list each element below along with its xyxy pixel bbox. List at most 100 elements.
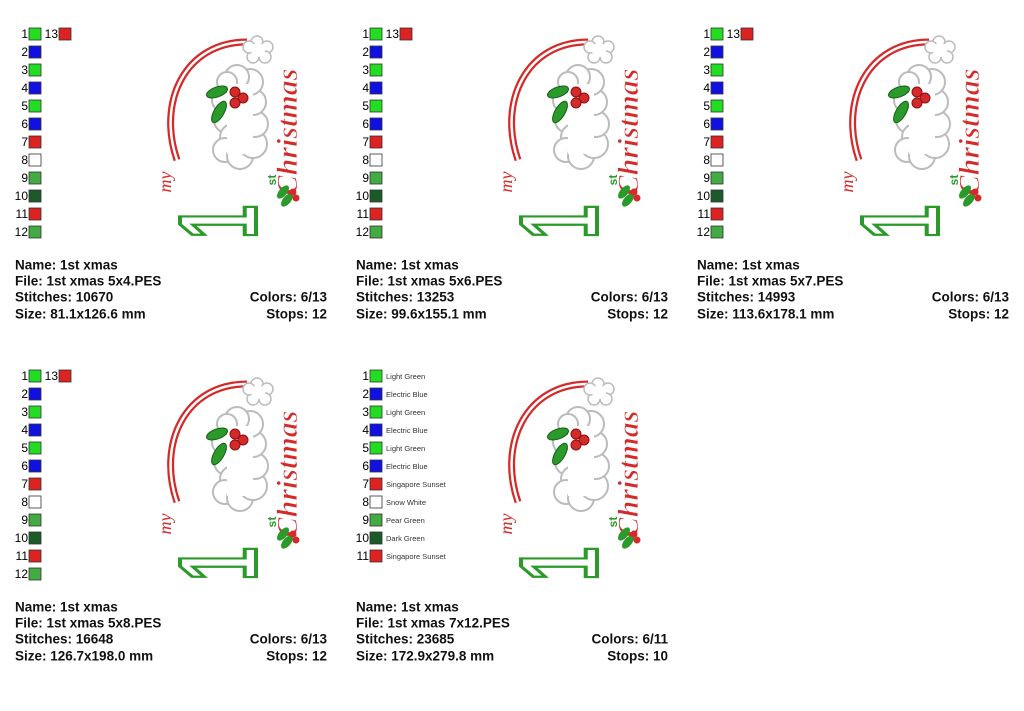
color-swatch xyxy=(710,171,724,185)
swatch-label: Dark Green xyxy=(386,534,425,543)
holly-leaf xyxy=(552,442,568,466)
color-swatch xyxy=(369,63,383,77)
design-st: st xyxy=(947,175,961,186)
color-swatch xyxy=(369,387,383,401)
swatch-number: 11 xyxy=(16,207,29,221)
holly-leaf xyxy=(622,535,634,549)
holly-leaf xyxy=(618,527,630,541)
swatch-number: 8 xyxy=(362,153,369,167)
swatch-number: 7 xyxy=(362,477,369,491)
color-swatch xyxy=(28,171,42,185)
swatch-number: 11 xyxy=(357,207,370,221)
holly-leaf xyxy=(211,100,227,124)
swatch-number: 9 xyxy=(362,171,369,185)
holly-leaf xyxy=(893,100,909,124)
design-colors: Colors: 6/13 xyxy=(250,632,328,647)
design-colors: Colors: 6/13 xyxy=(250,290,328,305)
swatch-number: 5 xyxy=(362,441,369,455)
design-christmas: Christmas xyxy=(953,69,986,196)
color-swatch xyxy=(369,549,383,563)
color-swatch xyxy=(369,369,383,383)
design-stitches: Stitches: 16648 xyxy=(15,632,114,647)
design-stitches: Stitches: 14993 xyxy=(697,290,796,305)
color-swatch xyxy=(28,117,42,131)
design-stops: Stops: 12 xyxy=(607,307,668,322)
design-st: st xyxy=(606,175,620,186)
color-swatch xyxy=(710,63,724,77)
swatch-label: Electric Blue xyxy=(386,426,428,435)
swatch-number: 4 xyxy=(362,423,369,437)
holly-berry xyxy=(229,97,241,109)
embroidery-design: Christmas my 1 st xyxy=(155,35,304,240)
color-swatch xyxy=(369,189,383,203)
design-stops: Stops: 12 xyxy=(266,649,327,664)
design-size: Size: 126.7x198.0 mm xyxy=(15,649,153,664)
color-swatch xyxy=(369,495,383,509)
swatch-number: 13 xyxy=(45,27,59,41)
swatch-number: 13 xyxy=(45,369,59,383)
swatch-number: 8 xyxy=(21,495,28,509)
swatch-number: 2 xyxy=(362,387,369,401)
swatch-number: 3 xyxy=(21,63,28,77)
holly-berry xyxy=(570,86,582,98)
color-swatch xyxy=(710,189,724,203)
swatch-number: 11 xyxy=(698,207,711,221)
holly-berry xyxy=(292,194,300,202)
swatch-number: 3 xyxy=(703,63,710,77)
color-swatch xyxy=(28,189,42,203)
embroidery-design: Christmas my 1 st xyxy=(155,377,304,582)
color-swatch xyxy=(710,117,724,131)
holly-berry xyxy=(229,86,241,98)
color-swatch xyxy=(369,99,383,113)
swatch-number: 10 xyxy=(356,531,370,545)
holly-berry xyxy=(237,92,249,104)
design-my: my xyxy=(155,172,175,193)
design-one: 1 xyxy=(839,205,962,239)
color-swatch xyxy=(28,459,42,473)
color-swatch xyxy=(28,441,42,455)
swatch-label: Electric Blue xyxy=(386,462,428,471)
swatch-number: 2 xyxy=(21,387,28,401)
hat-outline-inner xyxy=(510,382,589,503)
color-swatch xyxy=(369,135,383,149)
holly-berry xyxy=(289,188,297,196)
swatch-label: Pear Green xyxy=(386,516,425,525)
design-christmas: Christmas xyxy=(271,411,304,538)
color-swatch xyxy=(28,531,42,545)
design-colors: Colors: 6/13 xyxy=(591,290,669,305)
pompom-core xyxy=(251,385,265,399)
holly-leaf xyxy=(547,85,569,99)
swatch-number: 3 xyxy=(362,63,369,77)
design-stitches: Stitches: 23685 xyxy=(356,632,455,647)
design-size: Size: 172.9x279.8 mm xyxy=(356,649,494,664)
design-christmas: Christmas xyxy=(612,69,645,196)
pompom-core xyxy=(933,43,947,57)
holly-berry xyxy=(971,188,979,196)
holly-berry xyxy=(633,536,641,544)
color-swatch xyxy=(28,513,42,527)
swatch-number: 3 xyxy=(362,405,369,419)
hat-outline-inner xyxy=(851,40,930,161)
color-swatch xyxy=(28,135,42,149)
holly-berry xyxy=(911,86,923,98)
swatch-number: 9 xyxy=(362,513,369,527)
design-one: 1 xyxy=(498,205,621,239)
swatch-number: 5 xyxy=(703,99,710,113)
swatch-number: 5 xyxy=(21,441,28,455)
pompom-core xyxy=(592,385,606,399)
swatch-number: 9 xyxy=(21,513,28,527)
hat-outline-inner xyxy=(510,40,589,161)
design-one: 1 xyxy=(157,547,280,581)
color-swatch xyxy=(710,207,724,221)
holly-berry xyxy=(578,434,590,446)
color-swatch xyxy=(369,225,383,239)
swatch-number: 12 xyxy=(15,225,29,239)
color-swatch xyxy=(710,81,724,95)
swatch-number: 12 xyxy=(697,225,711,239)
holly-berry xyxy=(630,188,638,196)
swatch-number: 6 xyxy=(362,459,369,473)
design-stitches: Stitches: 10670 xyxy=(15,290,113,305)
holly-leaf xyxy=(281,535,293,549)
design-file: File: 1st xmas 5x8.PES xyxy=(15,616,161,631)
